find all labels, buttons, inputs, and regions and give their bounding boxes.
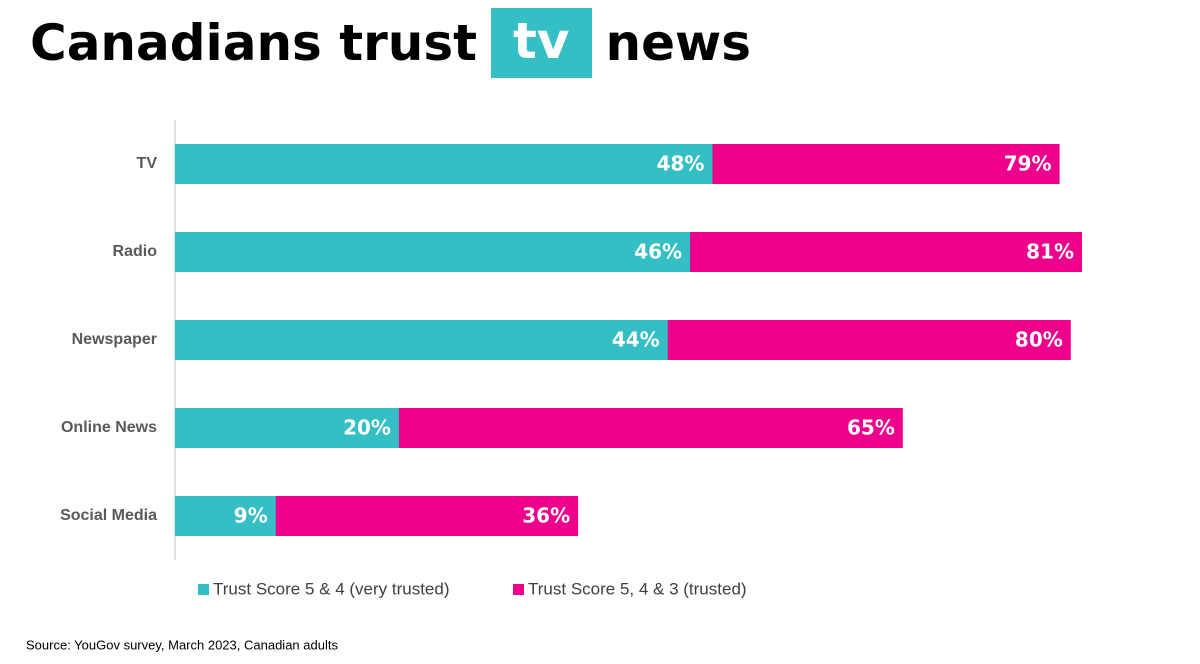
title-text: Canadians trust [30,14,478,72]
value-label: 79% [1004,152,1052,176]
title-highlight: tv [491,8,592,78]
bar [175,408,399,448]
value-label: 46% [634,240,682,264]
value-label: 48% [657,152,705,176]
title-end: news [605,14,751,72]
value-label: 44% [612,328,660,352]
bar [175,232,691,272]
category-label: Online News [61,419,157,436]
value-label: 9% [234,504,268,528]
legend-label: Trust Score 5 & 4 (very trusted) [213,579,450,598]
value-label: 81% [1026,240,1074,264]
legend-swatch [198,584,209,595]
category-label: TV [137,155,158,172]
value-label: 80% [1015,328,1063,352]
category-label: Newspaper [72,331,157,348]
title: Canadians trust tv news [30,8,751,78]
legend-swatch [513,584,524,595]
value-label: 65% [847,416,895,440]
legend-label: Trust Score 5, 4 & 3 (trusted) [528,579,747,598]
category-label: Radio [113,243,158,260]
bar [175,320,668,360]
category-label: Social Media [60,507,157,524]
source: Source: YouGov survey, March 2023, Canad… [26,637,338,652]
bar [175,144,713,184]
value-label: 36% [522,504,570,528]
value-label: 20% [343,416,391,440]
bar [175,496,276,536]
